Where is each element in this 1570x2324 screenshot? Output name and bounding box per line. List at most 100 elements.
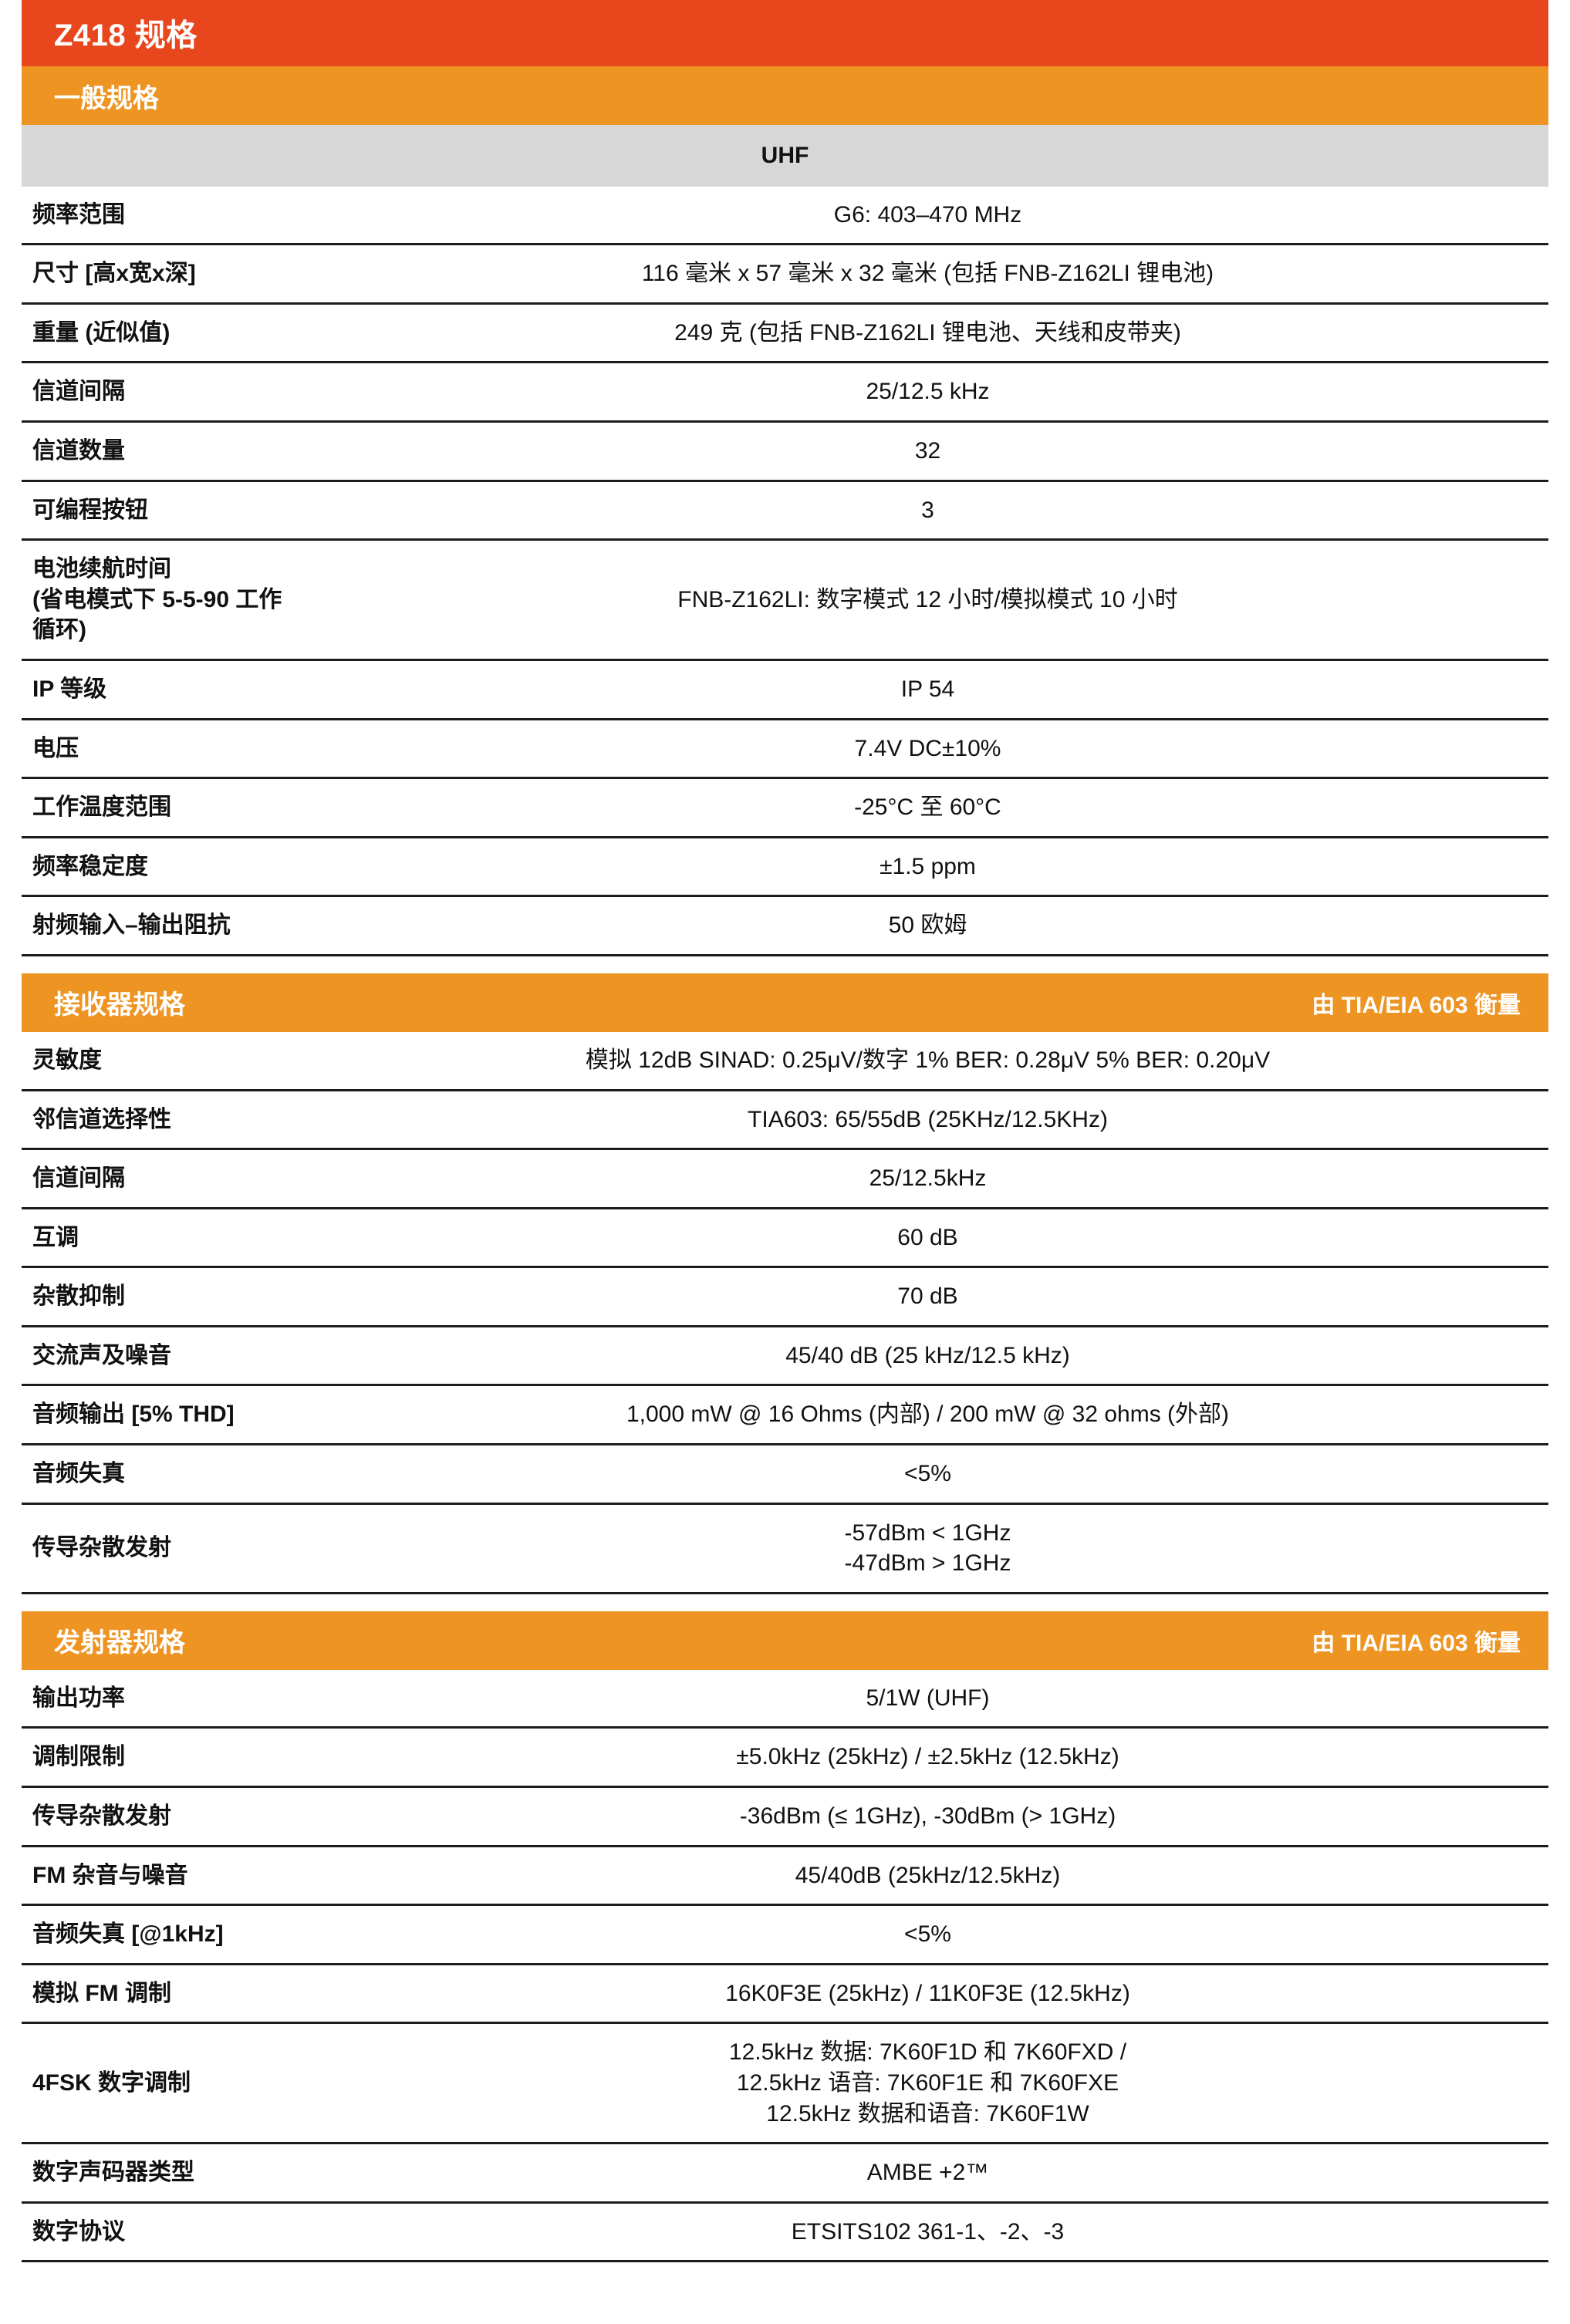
spec-row: 可编程按钮 3 [22, 481, 1548, 541]
spec-table-general: UHF 频率范围 G6: 403–470 MHz 尺寸 [高x宽x深] 116 毫米 x… [22, 125, 1548, 956]
spec-label: 数字协议 [22, 2202, 307, 2263]
section-heading-note: 由 TIA/EIA 603 衡量 [1312, 992, 1521, 1018]
spec-label: 音频失真 [22, 1444, 307, 1505]
spec-value: AMBE +2™ [307, 2143, 1548, 2204]
spec-row: 尺寸 [高x宽x深] 116 毫米 x 57 毫米 x 32 毫米 (包括 FNB… [22, 244, 1548, 305]
page-title: Z418 规格 [54, 19, 198, 52]
section-heading-label: 一般规格 [54, 83, 159, 113]
spec-row: 工作温度范围 -25°C 至 60°C [22, 777, 1548, 838]
spec-value: 32 [307, 421, 1548, 482]
spec-row: 电池续航时间 (省电模式下 5-5-90 工作循环) FNB-Z162LI: 数字… [22, 539, 1548, 661]
spec-value: <5% [307, 1904, 1548, 1965]
spec-row: 频率范围 G6: 403–470 MHz [22, 186, 1548, 246]
spec-value: -57dBm < 1GHz -47dBm > 1GHz [307, 1503, 1548, 1594]
spec-value: 16K0F3E (25kHz) / 11K0F3E (12.5kHz) [307, 1964, 1548, 2025]
section-heading-label: 接收器规格 [54, 990, 185, 1020]
spec-value: 249 克 (包括 FNB-Z162LI 锂电池、天线和皮带夹) [307, 303, 1548, 364]
spec-label: FM 杂音与噪音 [22, 1846, 307, 1907]
spec-label: 4FSK 数字调制 [22, 2022, 307, 2145]
spec-row: 杂散抑制 70 dB [22, 1267, 1548, 1327]
section-heading-label: 发射器规格 [54, 1628, 185, 1658]
spec-label: 杂散抑制 [22, 1267, 307, 1327]
spec-value: 70 dB [307, 1267, 1548, 1327]
spec-label: 重量 (近似值) [22, 303, 307, 364]
spec-value: 3 [307, 481, 1548, 541]
spec-label: 互调 [22, 1208, 307, 1269]
spec-label: 传导杂散发射 [22, 1503, 307, 1594]
section-header-transmitter: 发射器规格 由 TIA/EIA 603 衡量 [22, 1611, 1548, 1670]
spec-value: TIA603: 65/55dB (25KHz/12.5KHz) [307, 1090, 1548, 1151]
spec-label: 信道数量 [22, 421, 307, 482]
spec-label: 电压 [22, 719, 307, 780]
spec-value: -25°C 至 60°C [307, 777, 1548, 838]
spec-value: 25/12.5 kHz [307, 362, 1548, 423]
sections-container: 一般规格 UHF 频率范围 G6: 403–470 MHz 尺寸 [高x宽x深] 116 … [0, 66, 1570, 2263]
section-heading-note: 由 TIA/EIA 603 衡量 [1312, 1630, 1521, 1656]
spec-value: ±5.0kHz (25kHz) / ±2.5kHz (12.5kHz) [307, 1727, 1548, 1789]
spec-label: 灵敏度 [22, 1031, 307, 1091]
spec-label: 频率范围 [22, 186, 307, 246]
spec-row: 模拟 FM 调制 16K0F3E (25kHz) / 11K0F3E (12.5k… [22, 1964, 1548, 2025]
spec-value: ETSITS102 361-1、-2、-3 [307, 2202, 1548, 2263]
spec-value: <5% [307, 1444, 1548, 1505]
spec-label: 音频输出 [5% THD] [22, 1385, 307, 1446]
spec-row: 音频失真 <5% [22, 1444, 1548, 1505]
spec-row: 输出功率 5/1W (UHF) [22, 1669, 1548, 1729]
spec-value: 25/12.5kHz [307, 1149, 1548, 1209]
spec-row: 灵敏度 模拟 12dB SINAD: 0.25μV/数字 1% BER: 0.28… [22, 1031, 1548, 1091]
spec-value: G6: 403–470 MHz [307, 186, 1548, 246]
spec-label: 工作温度范围 [22, 777, 307, 838]
spec-table-receiver: 灵敏度 模拟 12dB SINAD: 0.25μV/数字 1% BER: 0.28… [22, 1031, 1548, 1594]
spec-label: 信道间隔 [22, 362, 307, 423]
spec-row: 信道数量 32 [22, 421, 1548, 482]
section-header-general: 一般规格 [22, 66, 1548, 125]
spec-value: -36dBm (≤ 1GHz), -30dBm (> 1GHz) [307, 1786, 1548, 1847]
spec-label: 输出功率 [22, 1669, 307, 1729]
column-header-cell: UHF [22, 125, 1548, 187]
spec-row: 互调 60 dB [22, 1208, 1548, 1269]
spec-row: FM 杂音与噪音 45/40dB (25kHz/12.5kHz) [22, 1846, 1548, 1907]
spec-value: 45/40dB (25kHz/12.5kHz) [307, 1846, 1548, 1907]
spec-row: 信道间隔 25/12.5 kHz [22, 362, 1548, 423]
spec-label: 数字声码器类型 [22, 2143, 307, 2204]
spec-label: 射频输入–输出阻抗 [22, 896, 307, 956]
spec-value: 模拟 12dB SINAD: 0.25μV/数字 1% BER: 0.28μV … [307, 1031, 1548, 1091]
spec-row: 电压 7.4V DC±10% [22, 719, 1548, 780]
spec-row: 数字协议 ETSITS102 361-1、-2、-3 [22, 2202, 1548, 2263]
spec-label: IP 等级 [22, 659, 307, 720]
spec-value: 7.4V DC±10% [307, 719, 1548, 780]
spec-value: 60 dB [307, 1208, 1548, 1269]
spec-row: 传导杂散发射 -57dBm < 1GHz -47dBm > 1GHz [22, 1503, 1548, 1594]
spec-label: 交流声及噪音 [22, 1326, 307, 1387]
spec-value: 116 毫米 x 57 毫米 x 32 毫米 (包括 FNB-Z162LI 锂电… [307, 244, 1548, 305]
spec-label: 音频失真 [@1kHz] [22, 1904, 307, 1965]
spec-label: 电池续航时间 (省电模式下 5-5-90 工作循环) [22, 539, 307, 661]
spec-label: 信道间隔 [22, 1149, 307, 1209]
spec-table-transmitter: 输出功率 5/1W (UHF) 调制限制 ±5.0kHz (25kHz) / ±2.5… [22, 1669, 1548, 2263]
spec-row: 交流声及噪音 45/40 dB (25 kHz/12.5 kHz) [22, 1326, 1548, 1387]
spec-row: 重量 (近似值) 249 克 (包括 FNB-Z162LI 锂电池、天线和皮带夹) [22, 303, 1548, 364]
spec-label: 邻信道选择性 [22, 1090, 307, 1151]
spec-row: 4FSK 数字调制 12.5kHz 数据: 7K60F1D 和 7K60FXD /… [22, 2022, 1548, 2145]
product-title-bar: Z418 规格 [22, 0, 1548, 66]
spec-value: 45/40 dB (25 kHz/12.5 kHz) [307, 1326, 1548, 1387]
spec-label: 模拟 FM 调制 [22, 1964, 307, 2025]
spec-row: 数字声码器类型 AMBE +2™ [22, 2143, 1548, 2204]
spec-row: IP 等级 IP 54 [22, 659, 1548, 720]
spec-label: 调制限制 [22, 1727, 307, 1789]
spec-label: 尺寸 [高x宽x深] [22, 244, 307, 305]
spec-value: 50 欧姆 [307, 896, 1548, 956]
spec-row: 邻信道选择性 TIA603: 65/55dB (25KHz/12.5KHz) [22, 1090, 1548, 1151]
spec-row: 传导杂散发射 -36dBm (≤ 1GHz), -30dBm (> 1GHz) [22, 1786, 1548, 1847]
spec-value: FNB-Z162LI: 数字模式 12 小时/模拟模式 10 小时 [307, 539, 1548, 661]
spec-row: 信道间隔 25/12.5kHz [22, 1149, 1548, 1209]
spec-label: 传导杂散发射 [22, 1786, 307, 1847]
spec-row: 频率稳定度 ±1.5 ppm [22, 837, 1548, 898]
spec-value: ±1.5 ppm [307, 837, 1548, 898]
spec-row: 调制限制 ±5.0kHz (25kHz) / ±2.5kHz (12.5kHz) [22, 1727, 1548, 1789]
column-header-row: UHF [22, 125, 1548, 187]
spec-row: 音频输出 [5% THD] 1,000 mW @ 16 Ohms (内部) / 2… [22, 1385, 1548, 1446]
spec-value: 5/1W (UHF) [307, 1669, 1548, 1729]
spec-value: 1,000 mW @ 16 Ohms (内部) / 200 mW @ 32 oh… [307, 1385, 1548, 1446]
spec-row: 射频输入–输出阻抗 50 欧姆 [22, 896, 1548, 956]
